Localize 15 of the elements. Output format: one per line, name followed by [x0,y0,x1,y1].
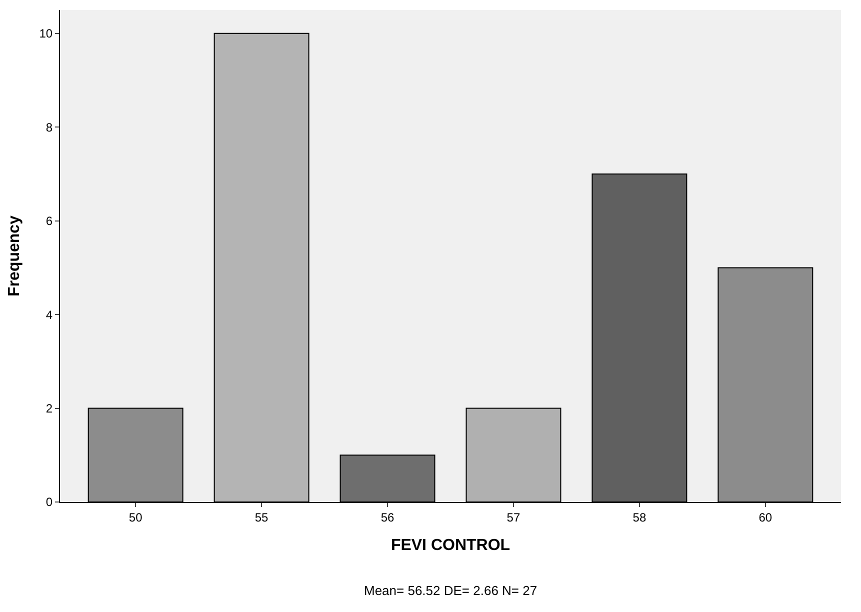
x-tick-label: 50 [128,510,143,524]
x-tick-label: 58 [632,510,646,524]
text: Mean= 56.52 DE= 2.66 N= 27 [364,583,538,598]
y-tick-label: 0 [46,495,53,510]
x-tick-label: 60 [758,510,772,524]
x-axis-title: FEVI CONTROL [390,537,510,554]
y-tick-label: 8 [46,120,53,134]
y-tick-label: 2 [46,401,53,416]
y-axis-title: Frequency [6,215,24,296]
x-tick-label: 57 [506,510,520,524]
x-tick-label: 56 [380,510,395,524]
y-tick-label: 6 [46,214,53,228]
y-tick-label: 10 [39,26,53,41]
y-tick-label: 4 [46,308,53,322]
x-tick-label: 55 [254,510,269,524]
